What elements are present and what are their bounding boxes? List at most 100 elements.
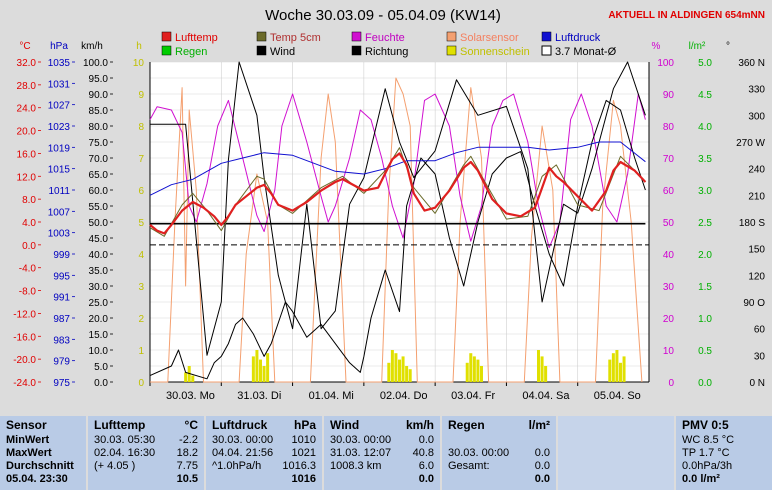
axis-tick-wind: 90.0 xyxy=(89,90,109,101)
axis-tick-hum: 70 xyxy=(663,154,675,165)
stats-pmv-title: PMV 0:5 xyxy=(682,418,729,432)
axis-tick-wind: 65.0 xyxy=(89,170,109,181)
axis-tick-press: 987 xyxy=(53,314,70,325)
stats-cell: ^1.0hPa/h xyxy=(212,460,262,472)
sunshine-bar xyxy=(472,356,476,382)
axis-tick-wind: 10.0 xyxy=(89,346,109,357)
axis-tick-dir: 60 xyxy=(754,325,766,336)
axis-tick-dir: 90 O xyxy=(743,298,765,309)
stats-cell: 1016 xyxy=(291,473,316,485)
stats-cell: 1016.3 xyxy=(282,460,316,472)
stats-cell: 30.03. 00:00 xyxy=(448,447,510,459)
axis-tick-temp: -16.0 xyxy=(13,332,36,343)
stats-cell: 0.0hPa/3h xyxy=(682,460,733,472)
legend-label: 3.7 Monat-Ø xyxy=(555,46,617,58)
axis-unit-hum: % xyxy=(652,41,661,52)
sunshine-bar xyxy=(390,350,394,382)
stats-row-label: MaxWert xyxy=(6,447,52,459)
axis-tick-dir: 240 xyxy=(748,165,765,176)
stats-cell: 0.0 xyxy=(534,447,550,459)
stats-cell: 04.04. 21:56 xyxy=(212,447,274,459)
legend-swatch xyxy=(351,45,362,56)
axis-tick-wind: 70.0 xyxy=(89,154,109,165)
x-tick-label: 02.04. Do xyxy=(380,390,428,402)
axis-tick-wind: 60.0 xyxy=(89,186,109,197)
axis-tick-sun: 1 xyxy=(138,346,144,357)
legend-label: Feuchte xyxy=(365,32,405,44)
axis-tick-press: 983 xyxy=(53,335,70,346)
axis-tick-rain: 1.0 xyxy=(698,314,712,325)
axis-tick-dir: 270 W xyxy=(736,138,765,149)
legend-swatch xyxy=(161,31,172,42)
axis-tick-rain: 1.5 xyxy=(698,282,712,293)
stats-row-label: MinWert xyxy=(6,434,50,446)
legend: Lufttemp Temp 5cm Feuchte Solarsensor Luftdr… xyxy=(161,31,617,58)
sunshine-bar xyxy=(405,366,409,382)
axis-tick-rain: 2.5 xyxy=(698,218,712,229)
sunshine-bar xyxy=(394,353,398,382)
legend-swatch xyxy=(541,45,552,56)
axis-tick-sun: 3 xyxy=(138,282,144,293)
stats-row-label: 05.04. 23:30 xyxy=(6,473,68,485)
axis-tick-sun: 6 xyxy=(138,186,144,197)
axis-tick-hum: 0 xyxy=(668,378,674,389)
stats-cell: TP 1.7 °C xyxy=(682,447,730,459)
sunshine-bar xyxy=(184,372,188,382)
legend-swatch xyxy=(256,45,267,56)
axis-tick-press: 979 xyxy=(53,357,70,368)
legend-swatch xyxy=(161,45,172,56)
axis-tick-rain: 0.0 xyxy=(698,378,712,389)
stats-cell: 1010 xyxy=(291,434,316,446)
axis-tick-rain: 0.5 xyxy=(698,346,712,357)
axis-tick-press: 1027 xyxy=(48,101,71,112)
axis-tick-press: 1015 xyxy=(48,165,71,176)
axis-tick-press: 1007 xyxy=(48,207,71,218)
stats-wind-title: Wind xyxy=(330,418,360,432)
legend-label: Wind xyxy=(270,46,295,58)
axis-tick-wind: 45.0 xyxy=(89,234,109,245)
axis-tick-rain: 4.5 xyxy=(698,90,712,101)
axis-unit-dir: ° xyxy=(726,41,730,52)
axis-tick-wind: 40.0 xyxy=(89,250,109,261)
sunshine-bar xyxy=(476,359,480,382)
axis-unit-temp: °C xyxy=(19,41,30,52)
legend-swatch xyxy=(541,31,552,42)
axis-tick-press: 999 xyxy=(53,250,70,261)
stats-sensor-title: Sensor xyxy=(6,418,47,432)
sunshine-bar xyxy=(258,359,262,382)
axis-tick-sun: 0 xyxy=(138,378,144,389)
axis-tick-temp: 20.0 xyxy=(17,127,37,138)
sunshine-bar xyxy=(608,359,612,382)
x-tick-label: 03.04. Fr xyxy=(451,390,495,402)
axis-tick-temp: 24.0 xyxy=(17,104,37,115)
axis-tick-dir: 120 xyxy=(748,271,765,282)
series-line-wind xyxy=(149,99,646,380)
axis-tick-dir: 360 N xyxy=(738,58,765,69)
stats-cell: 0.0 xyxy=(534,473,550,485)
sunshine-bar xyxy=(398,359,401,382)
axis-tick-wind: 25.0 xyxy=(89,298,109,309)
axis-tick-temp: 0.0 xyxy=(22,241,36,252)
stats-luftdruck-unit: hPa xyxy=(293,418,316,432)
stats-cell: 30.03. 00:00 xyxy=(330,434,392,446)
stats-cell: 40.8 xyxy=(412,447,434,459)
axis-tick-press: 1023 xyxy=(48,122,71,133)
axis-tick-rain: 5.0 xyxy=(698,58,712,69)
axis-tick-wind: 35.0 xyxy=(89,266,109,277)
sunshine-bar xyxy=(544,366,548,382)
axis-tick-temp: -12.0 xyxy=(13,309,36,320)
axis-tick-wind: 15.0 xyxy=(89,330,109,341)
sunshine-bar xyxy=(479,366,483,382)
sunshine-bar xyxy=(469,353,473,382)
stats-luftdruck: Luftdruck hPa 30.03. 00:00 1010 04.04. 21:… xyxy=(206,416,322,490)
sunshine-bar xyxy=(622,356,626,382)
axis-tick-press: 1035 xyxy=(48,58,71,69)
x-tick-label: 04.04. Sa xyxy=(522,390,570,402)
axis-tick-wind: 95.0 xyxy=(89,74,109,85)
axis-tick-wind: 30.0 xyxy=(89,282,109,293)
series-line-solarsensor xyxy=(150,77,643,383)
axis-tick-hum: 60 xyxy=(663,186,675,197)
axis-unit-press: hPa xyxy=(50,41,68,52)
legend-swatch xyxy=(351,31,362,42)
series-line-lufttemp xyxy=(149,152,647,235)
